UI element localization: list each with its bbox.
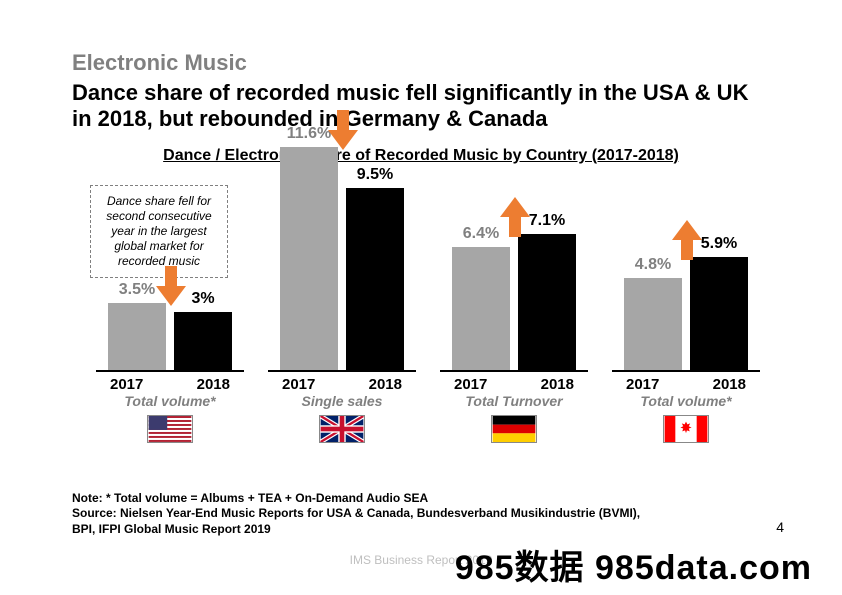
x-label: 2018 (369, 376, 402, 393)
flag-icon (147, 415, 193, 443)
metric-label: Total volume* (612, 393, 760, 409)
x-axis-labels: 2017 2018 (612, 372, 760, 393)
watermark: 985数据 985data.com (455, 540, 812, 589)
bar-group-uk: 11.6%9.5% 20172018Single sales (268, 142, 416, 443)
bar-2017: 6.4% (452, 247, 510, 370)
page-title: Dance share of recorded music fell signi… (72, 80, 770, 133)
bar-group-canada: 4.8%5.9% 2017 2018Total volume* (612, 142, 760, 443)
bar-2018: 5.9% (690, 257, 748, 370)
flag-icon (663, 415, 709, 443)
x-label: 2018 (197, 376, 230, 393)
bar-group-germany: 6.4%7.1% 2017 2018Total Turnover (440, 142, 588, 443)
bar-2018: 9.5% (346, 188, 404, 370)
x-axis-labels: 2017 2018 (96, 372, 244, 393)
x-label: 2018 (713, 376, 746, 393)
footnote-line2: Source: Nielsen Year-End Music Reports f… (72, 506, 662, 537)
flag-icon (319, 415, 365, 443)
metric-label: Single sales (268, 393, 416, 409)
metric-label: Total volume* (96, 393, 244, 409)
chart-area: Dance share fell for second consecutive … (72, 173, 772, 483)
x-label: 2018 (541, 376, 574, 393)
bar-2017: 3.5% (108, 303, 166, 370)
arrow-down-icon (326, 108, 360, 157)
footnote: Note: * Total volume = Albums + TEA + On… (72, 491, 770, 538)
bar-group-usa: 3.5%3% 2017 2018Total volume* (96, 142, 244, 443)
x-label: 2017 (282, 376, 315, 393)
flag-icon (491, 415, 537, 443)
x-axis-labels: 2017 2018 (268, 372, 416, 393)
bar-2017: 4.8% (624, 278, 682, 370)
footnote-line1: Note: * Total volume = Albums + TEA + On… (72, 491, 770, 507)
x-label: 2017 (110, 376, 143, 393)
supertitle: Electronic Music (72, 50, 770, 76)
arrow-up-icon (670, 218, 704, 267)
x-label: 2017 (454, 376, 487, 393)
x-axis-labels: 2017 2018 (440, 372, 588, 393)
page-number: 4 (776, 519, 784, 535)
bar-value-label: 9.5% (346, 166, 404, 184)
bar-2018: 3% (174, 312, 232, 370)
metric-label: Total Turnover (440, 393, 588, 409)
arrow-down-icon (154, 264, 188, 313)
bar-2018: 7.1% (518, 234, 576, 370)
x-label: 2017 (626, 376, 659, 393)
arrow-up-icon (498, 195, 532, 244)
bar-2017: 11.6% (280, 147, 338, 369)
